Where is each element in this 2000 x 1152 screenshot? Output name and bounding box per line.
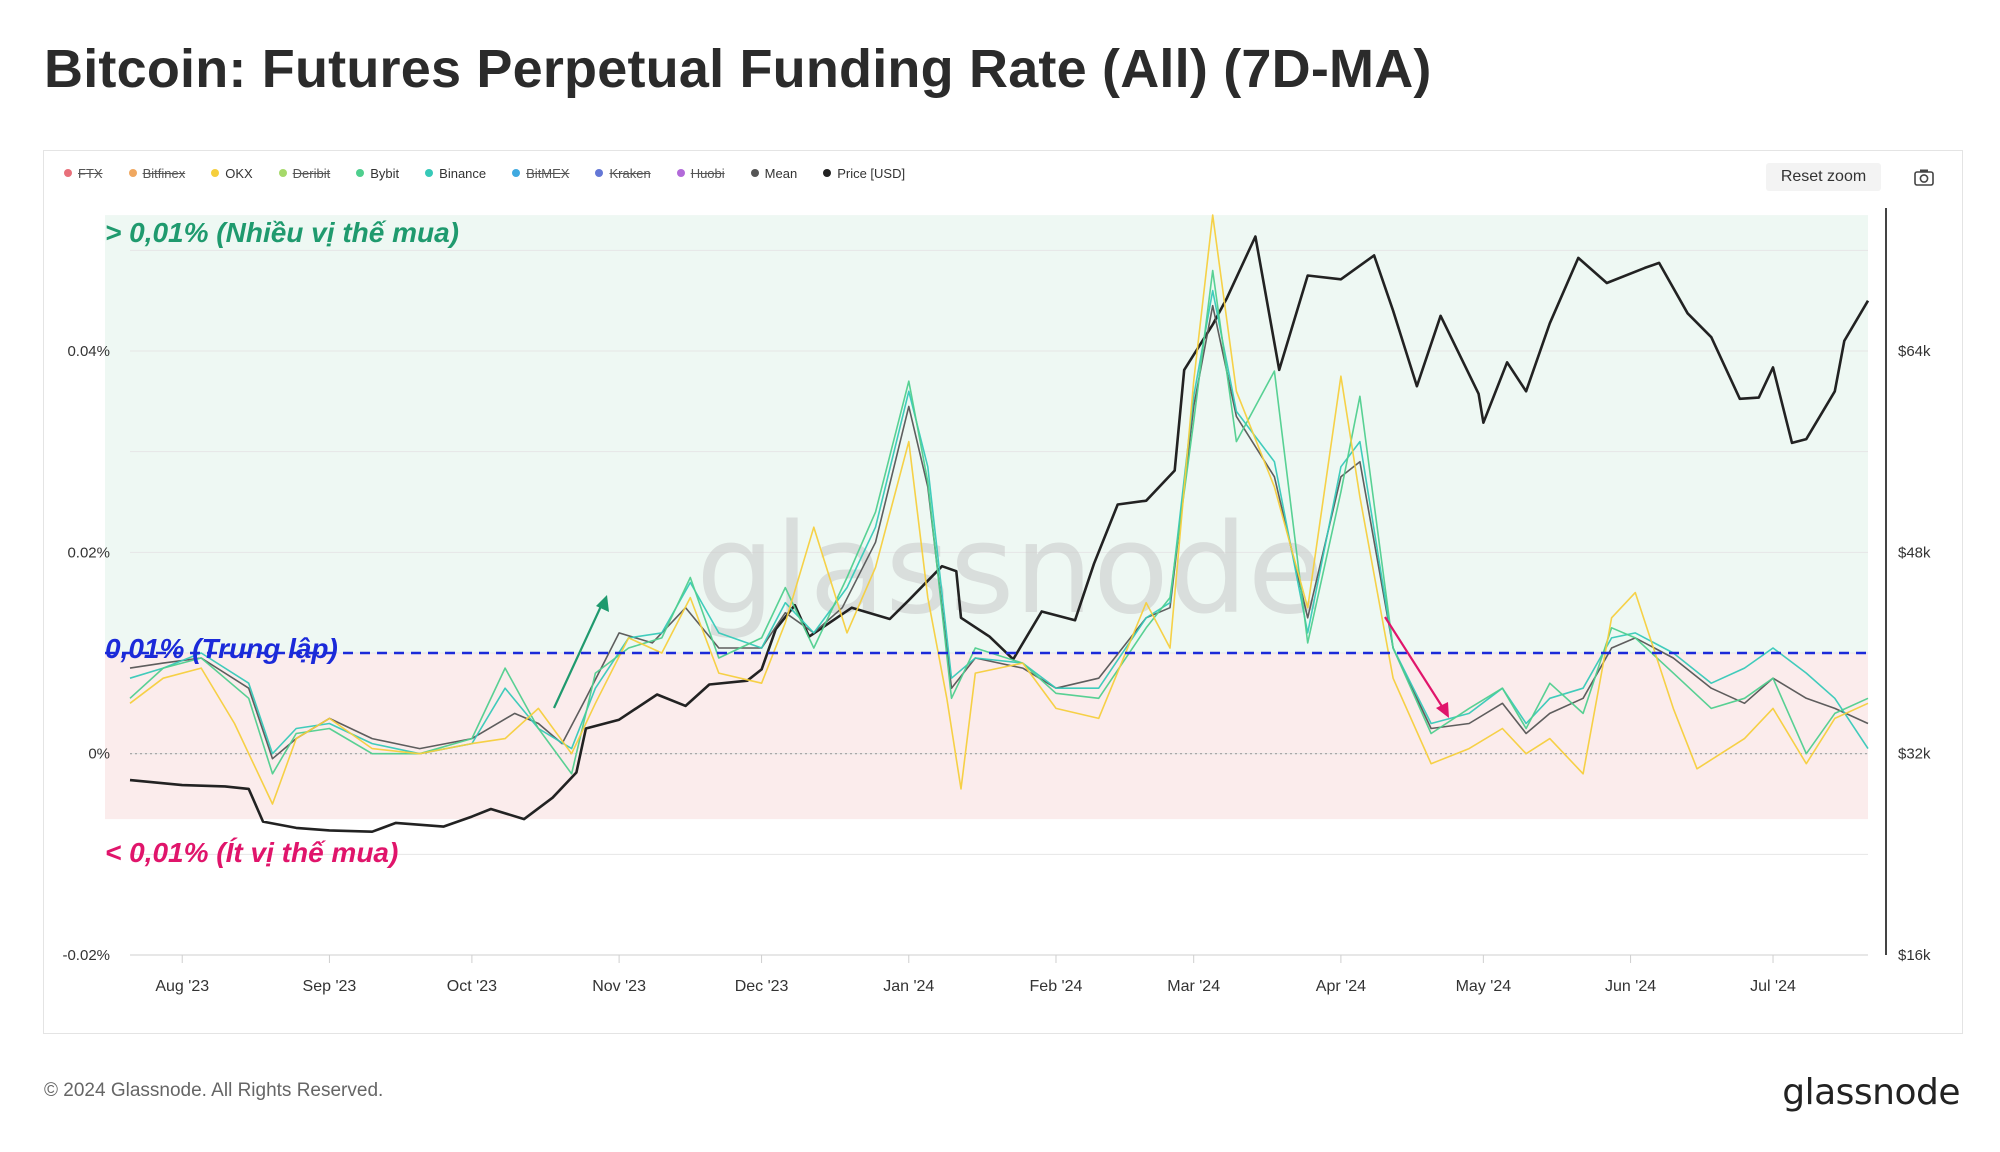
legend-marker-icon: [128, 169, 137, 177]
legend-item-ftx[interactable]: FTX: [64, 163, 103, 183]
series-line-price-usd: [129, 235, 1870, 833]
zone-low-label: < 0,01% (Ít vị thế mua): [105, 837, 398, 868]
legend-marker-icon: [425, 169, 434, 177]
legend-label: Mean: [764, 165, 798, 181]
copyright-text: © 2024 Glassnode. All Rights Reserved.: [44, 1080, 384, 1101]
legend-label: Kraken: [609, 165, 651, 181]
glassnode-watermark: glassnode: [696, 498, 1324, 642]
y-left-tick-label: 0%: [88, 746, 110, 763]
series-line-okx: [129, 214, 1869, 805]
legend-marker-icon: [676, 169, 685, 177]
legend-label: OKX: [225, 165, 253, 181]
chart-title: Bitcoin: Futures Perpetual Funding Rate …: [44, 39, 1432, 99]
legend-marker-icon: [64, 169, 72, 177]
legend-label: BitMEX: [526, 165, 570, 181]
high-zone-band: [105, 215, 1868, 653]
camera-button[interactable]: [1910, 165, 1938, 189]
glassnode-brand-logo: glassnode: [1782, 1072, 1960, 1113]
legend-marker-icon: [211, 169, 220, 177]
legend-item-bitmex[interactable]: BitMEX: [512, 163, 569, 183]
down-arrow-annotation: [1384, 616, 1449, 718]
legend-marker-icon: [595, 169, 604, 177]
legend-label: Price [USD]: [837, 165, 906, 181]
x-tick-label: Jul '24: [1750, 978, 1796, 995]
reset-zoom-button[interactable]: Reset zoom: [1766, 163, 1881, 191]
x-tick-label: Aug '23: [155, 978, 209, 995]
low-zone-band: [105, 653, 1868, 820]
x-tick-label: Mar '24: [1167, 978, 1220, 995]
y-right-tick-label: $16k: [1898, 947, 1931, 964]
legend-item-huobi[interactable]: Huobi: [676, 163, 725, 183]
legend-marker-icon: [278, 169, 287, 177]
y-left-tick-label: 0.04%: [67, 343, 110, 360]
legend-item-bitfinex[interactable]: Bitfinex: [128, 163, 186, 183]
y-left-tick-label: 0.02%: [67, 544, 110, 561]
y-right-tick-label: $48k: [1898, 544, 1931, 561]
axes-layer: -0.02% 0% 0.02% 0.04% $16k $32k $48k $64k Aug '2…: [62, 208, 1931, 995]
zones-layer: [105, 215, 1868, 820]
legend-item-price-usd[interactable]: Price [USD]: [823, 163, 905, 183]
legend-label: FTX: [78, 165, 103, 181]
annotation-layer: > 0,01% (Nhiều vị thế mua) 0,01% (Trung …: [105, 217, 1449, 868]
legend-label: Huobi: [690, 165, 725, 181]
x-tick-label: Sep '23: [303, 978, 357, 995]
y-left-tick-label: -0.02%: [62, 947, 110, 964]
y-right-tick-label: $64k: [1898, 343, 1931, 360]
y-right-tick-label: $32k: [1898, 746, 1931, 763]
chart-legend: FTX Bitfinex OKX Deribit Bybit Binance BitMEX K…: [64, 163, 931, 183]
legend-item-bybit[interactable]: Bybit: [356, 163, 399, 183]
legend-label: Bitfinex: [142, 165, 186, 181]
legend-marker-icon: [512, 169, 521, 177]
legend-marker-icon: [750, 169, 759, 177]
camera-icon: [1914, 169, 1934, 186]
x-tick-label: May '24: [1456, 978, 1512, 995]
x-tick-label: Apr '24: [1316, 978, 1366, 995]
x-tick-label: Jan '24: [883, 978, 934, 995]
up-arrow-annotation: [553, 595, 609, 709]
x-tick-label: Jun '24: [1605, 978, 1656, 995]
legend-label: Bybit: [370, 165, 400, 181]
x-tick-label: Oct '23: [447, 978, 497, 995]
series-layer: [129, 214, 1870, 833]
x-tick-label: Nov '23: [592, 978, 646, 995]
x-tick-label: Feb '24: [1030, 978, 1083, 995]
legend-item-deribit[interactable]: Deribit: [278, 163, 331, 183]
zone-high-label: > 0,01% (Nhiều vị thế mua): [105, 217, 459, 248]
legend-item-okx[interactable]: OKX: [211, 163, 253, 183]
legend-label: Deribit: [292, 165, 331, 181]
legend-item-mean[interactable]: Mean: [750, 163, 798, 183]
legend-item-kraken[interactable]: Kraken: [595, 163, 651, 183]
legend-marker-icon: [823, 169, 832, 177]
legend-marker-icon: [356, 169, 365, 177]
x-tick-label: Dec '23: [735, 978, 789, 995]
legend-item-binance[interactable]: Binance: [425, 163, 486, 183]
neutral-label: 0,01% (Trung lập): [105, 633, 338, 664]
legend-label: Binance: [439, 165, 487, 181]
